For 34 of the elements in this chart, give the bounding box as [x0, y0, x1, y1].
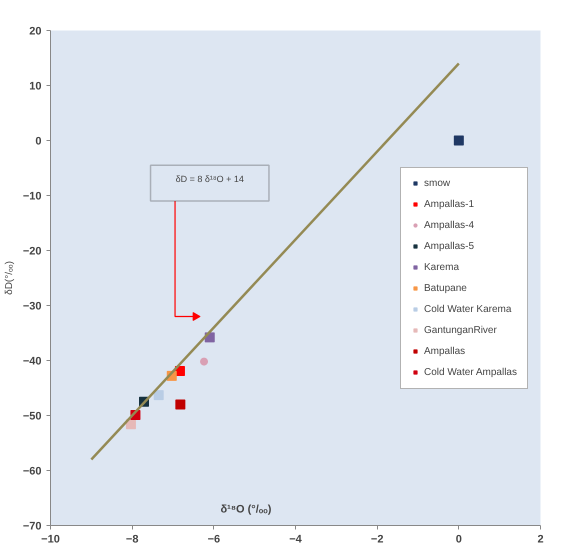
point — [200, 358, 208, 366]
point — [154, 390, 164, 400]
legend-label: Ampallas-5 — [424, 240, 474, 252]
x-tick-label: 2 — [537, 534, 544, 546]
annotation: δD = 8 δ¹⁸O + 14 — [176, 174, 244, 184]
legend-label: Karema — [424, 262, 460, 272]
legend-label: Ampallas-4 — [424, 220, 474, 230]
y-tick-label: 0 — [35, 136, 42, 148]
x-tick-label: 0 — [456, 534, 462, 546]
y-tick-label: −20 — [22, 246, 42, 258]
legend-label: Cold Water Ampallas — [424, 366, 517, 378]
legend-label: Ampallas — [424, 346, 466, 356]
x-tick-label: −10 — [41, 534, 60, 546]
x-tick-label: −2 — [370, 534, 384, 546]
y-tick-label: −60 — [22, 466, 42, 478]
x-tick-label: −8 — [126, 534, 138, 546]
legend-label: Batupane — [424, 282, 467, 294]
x-tick-label: −4 — [289, 534, 303, 546]
y-tick-label: 10 — [29, 80, 42, 92]
legend-label: Ampallas-1 — [424, 198, 474, 210]
x-axis-title: δ¹⁸O (°/ₒₒ) — [220, 504, 272, 516]
legend-label: smow — [424, 178, 450, 188]
legend-label: GantunganRiver — [424, 324, 497, 336]
point — [454, 136, 464, 146]
y-tick-label: −40 — [22, 356, 42, 368]
y-tick-label: −70 — [22, 520, 42, 532]
point — [175, 400, 186, 410]
y-axis-title: δD(°/ₒₒ) — [4, 261, 15, 295]
y-tick-label: −30 — [22, 300, 42, 312]
y-tick-label: −50 — [22, 410, 42, 422]
x-tick-label: −6 — [208, 534, 220, 546]
y-tick-label: 20 — [29, 26, 42, 38]
y-tick-label: −10 — [22, 190, 42, 202]
legend-label: Cold Water Karema — [424, 304, 512, 314]
